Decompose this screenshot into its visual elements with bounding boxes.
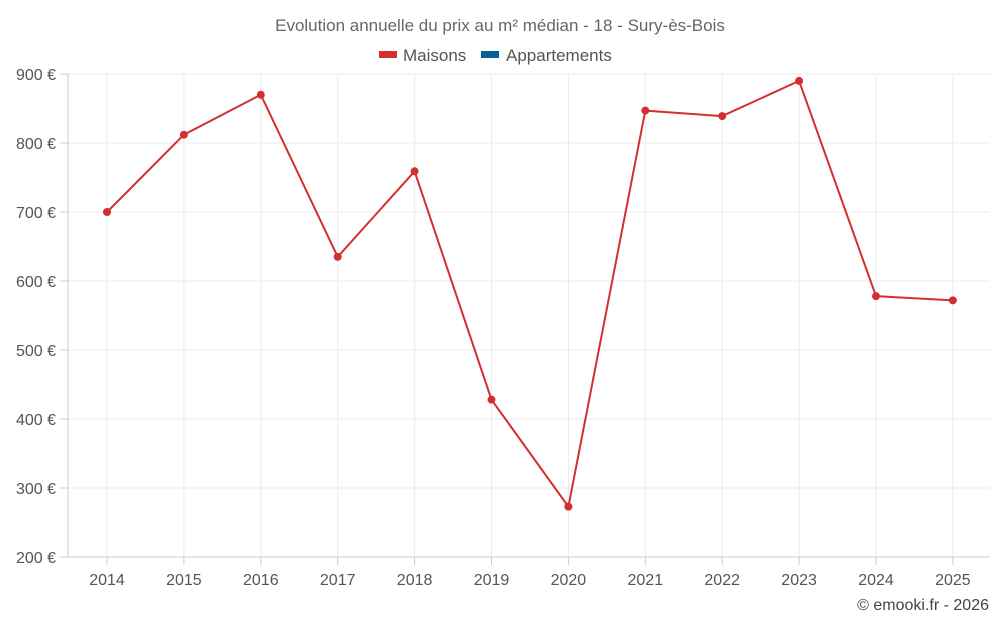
data-point[interactable] bbox=[564, 502, 573, 511]
data-point[interactable] bbox=[641, 106, 650, 115]
y-tick-label: 800 € bbox=[16, 136, 56, 153]
data-point[interactable] bbox=[948, 296, 957, 305]
x-gridlines bbox=[106, 74, 954, 557]
legend-swatch-maisons bbox=[379, 51, 397, 58]
data-point[interactable] bbox=[718, 112, 727, 121]
credit-text: © emooki.fr - 2026 bbox=[857, 597, 989, 614]
x-tick-label: 2024 bbox=[858, 572, 894, 589]
x-tick-label: 2015 bbox=[166, 572, 202, 589]
legend-label-appartements[interactable]: Appartements bbox=[506, 46, 612, 65]
data-point[interactable] bbox=[795, 76, 804, 85]
y-axis: 200 € 300 € 400 € 500 € 600 € 700 € 800 € 900 € bbox=[16, 67, 69, 567]
chart-title: Evolution annuelle du prix au m² médian … bbox=[275, 16, 725, 35]
legend-label-maisons[interactable]: Maisons bbox=[403, 46, 466, 65]
series-line-maisons bbox=[106, 79, 953, 508]
y-tick-label: 700 € bbox=[16, 205, 56, 222]
series-maisons bbox=[103, 76, 957, 511]
x-tick-label: 2016 bbox=[243, 572, 279, 589]
x-tick-label: 2020 bbox=[551, 572, 587, 589]
data-point[interactable] bbox=[256, 90, 265, 99]
y-tick-label: 600 € bbox=[16, 274, 56, 291]
y-tick-label: 500 € bbox=[16, 343, 56, 360]
x-tick-label: 2025 bbox=[935, 572, 971, 589]
y-tick-label: 900 € bbox=[16, 67, 56, 84]
data-point[interactable] bbox=[179, 130, 188, 139]
data-point[interactable] bbox=[872, 292, 880, 301]
x-tick-label: 2017 bbox=[320, 572, 356, 589]
x-tick-label: 2014 bbox=[89, 572, 125, 589]
y-tick-label: 300 € bbox=[16, 481, 56, 498]
y-tick-label: 200 € bbox=[16, 550, 56, 567]
data-point[interactable] bbox=[410, 167, 419, 176]
legend-swatch-appartements bbox=[481, 51, 499, 58]
x-tick-label: 2023 bbox=[781, 572, 817, 589]
y-gridlines bbox=[68, 73, 990, 489]
x-tick-label: 2018 bbox=[397, 572, 433, 589]
data-point[interactable] bbox=[487, 395, 496, 404]
data-point[interactable] bbox=[333, 252, 342, 261]
x-tick-label: 2021 bbox=[628, 572, 664, 589]
data-point[interactable] bbox=[103, 208, 111, 216]
x-tick-label: 2019 bbox=[474, 572, 510, 589]
legend: Maisons Appartements bbox=[379, 46, 612, 65]
x-axis: 2014 2015 2016 2017 2018 2019 2020 2021 2022 2023… bbox=[68, 556, 990, 589]
x-tick-label: 2022 bbox=[704, 572, 740, 589]
y-tick-label: 400 € bbox=[16, 412, 56, 429]
